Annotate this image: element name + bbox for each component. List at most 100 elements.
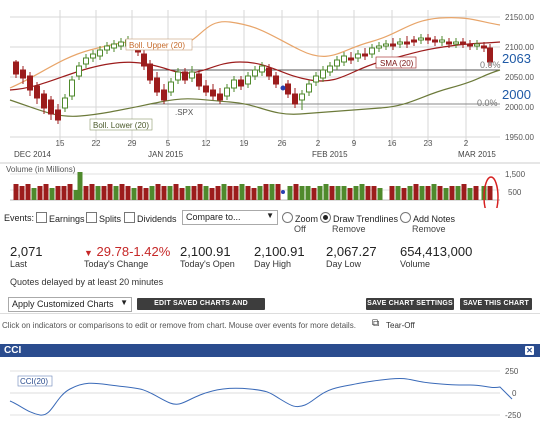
volume-bar: [353, 186, 359, 200]
volume-event-dot[interactable]: [281, 190, 285, 194]
month-mar: MAR 2015: [458, 150, 496, 159]
cci-title: CCI: [4, 345, 22, 356]
candle-body: [69, 79, 75, 97]
volume-bar: [473, 186, 479, 200]
stat-low-value: 2,067.27: [326, 244, 377, 259]
candle-body: [460, 41, 466, 45]
quotes-delay-note: Quotes delayed by at least 20 minutes: [10, 277, 164, 287]
candle-body: [439, 39, 445, 43]
stat-open-value: 2,100.91: [180, 244, 231, 259]
y-tick-4: 2000.00: [505, 103, 534, 112]
volume-bar: [125, 186, 131, 200]
boll-lower-label[interactable]: Boll. Lower (20): [93, 121, 149, 130]
volume-label: Volume (in Millions): [6, 165, 76, 174]
candle-body: [376, 45, 382, 49]
candle-body: [62, 97, 68, 109]
candle-body: [154, 77, 160, 93]
volume-bar: [61, 186, 67, 200]
candle-body: [203, 85, 209, 93]
boll-lower-line[interactable]: [9, 69, 501, 117]
notes-radio[interactable]: Add Notes: [400, 212, 455, 224]
sma-label[interactable]: SMA (20): [380, 59, 414, 68]
cci-chart[interactable]: CCI(20) 250 0 -250: [0, 357, 540, 435]
volume-bar: [377, 188, 383, 200]
candle-body: [390, 43, 396, 47]
stat-volume-value: 654,413,000: [400, 244, 473, 259]
candle-body: [362, 53, 368, 57]
stat-low: 2,067.27 Day Low: [326, 244, 377, 269]
events-row: Events: Earnings Splits Dividends Compar…: [0, 210, 540, 236]
candle-body: [76, 65, 82, 77]
events-label: Events:: [4, 213, 35, 223]
trendlines-radio[interactable]: Draw Trendlines: [320, 212, 398, 224]
splits-label: Splits: [99, 214, 122, 224]
volume-bar: [311, 188, 317, 200]
spx-label: .SPX: [175, 108, 194, 117]
x-tick-10: 16: [388, 139, 397, 148]
candle-body: [161, 89, 167, 101]
pct-mid-label: 0.0%: [477, 98, 498, 108]
zoom-off-link[interactable]: Off: [294, 224, 306, 234]
boll-upper-line[interactable]: [9, 17, 501, 89]
cci-tick-250: 250: [505, 367, 519, 376]
edit-saved-charts-button[interactable]: EDIT SAVED CHARTS AND SETTINGS: [137, 298, 265, 319]
candle-body: [341, 55, 347, 63]
volume-bar: [191, 186, 197, 200]
volume-bar: [365, 186, 371, 200]
x-tick-2: 22: [92, 139, 101, 148]
compare-placeholder: Compare to...: [186, 212, 241, 222]
compare-dropdown[interactable]: Compare to... ▼: [182, 210, 278, 225]
stat-volume-label: Volume: [400, 259, 431, 269]
y-tick-2: 2100.00: [505, 43, 534, 52]
volume-bar: [401, 188, 407, 200]
volume-bars: [13, 172, 493, 200]
volume-bar: [251, 188, 257, 200]
earnings-checkbox[interactable]: Earnings: [36, 212, 85, 224]
zoom-radio[interactable]: Zoom: [282, 212, 318, 224]
cci-series-label[interactable]: CCI(20): [20, 377, 48, 386]
cci-tick-neg250: -250: [505, 411, 522, 420]
tear-off-link[interactable]: Tear-Off: [386, 321, 415, 330]
boll-upper-label[interactable]: Boll. Upper (20): [129, 41, 185, 50]
candle-body: [48, 99, 54, 115]
volume-chart-svg: Volume (in Millions) 1,500 500: [0, 162, 540, 218]
candle-body: [182, 71, 188, 81]
volume-bar: [31, 188, 37, 200]
notes-remove-link[interactable]: Remove: [412, 224, 446, 234]
x-tick-3: 29: [128, 139, 137, 148]
price-chart[interactable]: Boll. Upper (20) Boll. Lower (20) SMA (2…: [0, 0, 540, 162]
candle-body: [13, 61, 19, 75]
volume-bar: [257, 186, 263, 200]
volume-tick-1500: 1,500: [505, 170, 526, 179]
volume-chart[interactable]: Volume (in Millions) 1,500 500: [0, 162, 540, 218]
volume-bar: [425, 186, 431, 200]
notes-label: Add Notes: [413, 214, 456, 224]
candle-body: [411, 39, 417, 43]
volume-bar: [443, 188, 449, 200]
volume-bar: [83, 186, 89, 200]
cci-line[interactable]: [9, 378, 513, 416]
dividends-checkbox[interactable]: Dividends: [124, 212, 177, 224]
candle-body: [467, 43, 473, 47]
splits-checkbox[interactable]: Splits: [86, 212, 121, 224]
x-tick-1: 15: [56, 139, 65, 148]
save-chart-settings-button[interactable]: SAVE CHART SETTINGS: [366, 298, 454, 310]
volume-bar: [197, 184, 203, 200]
candle-body: [320, 69, 326, 79]
close-icon[interactable]: ✕: [525, 346, 534, 355]
event-dot[interactable]: [280, 85, 286, 91]
apply-charts-select[interactable]: Apply Customized Charts ▼: [8, 297, 132, 312]
stat-open: 2,100.91 Today's Open: [180, 244, 235, 269]
volume-bar: [293, 184, 299, 200]
month-jan: JAN 2015: [148, 150, 184, 159]
candle-body: [196, 73, 202, 87]
sma-line[interactable]: [9, 41, 501, 91]
volume-bar: [335, 186, 341, 200]
save-this-chart-button[interactable]: SAVE THIS CHART: [460, 298, 532, 310]
tear-off-icon[interactable]: ⧉: [372, 318, 380, 329]
volume-bar: [95, 186, 101, 200]
stat-low-label: Day Low: [326, 259, 362, 269]
volume-bar: [305, 186, 311, 200]
trendlines-remove-link[interactable]: Remove: [332, 224, 366, 234]
candle-body: [175, 71, 181, 81]
